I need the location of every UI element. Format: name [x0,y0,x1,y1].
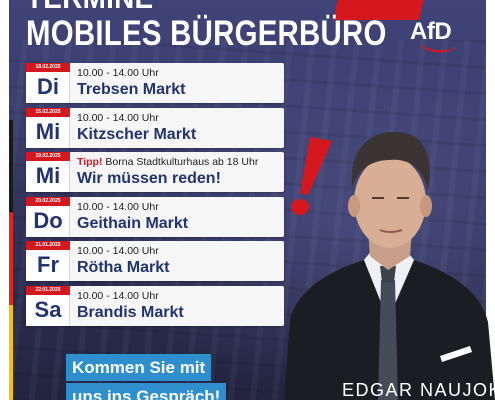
event-place: Geithain Markt [77,214,189,232]
event-place: Trebsen Markt [77,81,186,98]
day-box: 18.02.2025 Di [26,63,70,103]
event-time: 10.00 - 14.00 Uhr [77,245,159,257]
event-date: 19.02.2025 [26,152,70,161]
event-item: 21.01.2025 Fr 10.00 - 14.00 Uhr Rötha Ma… [26,241,284,281]
german-flag-strip [9,120,13,400]
red-swoosh-icon [418,40,466,53]
event-item: 20.02.2025 Do 10.00 - 14.00 Uhr Geithain… [26,196,284,237]
candidate-name: EDGAR NAUJOK [342,380,495,400]
event-place: Rötha Markt [77,259,170,276]
event-tip-line: Tipp! Borna Stadtkulturhaus ab 18 Uhr [77,156,258,168]
title-line-2: MOBILES BÜRGERBÜRO [26,14,387,53]
candidate-portrait [284,131,495,400]
event-item: 18.02.2025 Di 10.00 - 14.00 Uhr Trebsen … [26,63,284,103]
event-date: 18.02.2025 [26,63,70,72]
afd-logo: AfD [410,18,472,58]
cta-line-2: uns ins Gespräch! [66,383,227,400]
event-day: Di [37,74,59,99]
event-time: 10.00 - 14.00 Uhr [77,67,159,79]
event-time: 10.00 - 14.00 Uhr [77,289,159,302]
event-item: 22.01.2025 Sa 10.00 - 14.00 Uhr Brandis … [26,285,284,326]
cta-line-1: Kommen Sie mit [66,354,212,381]
day-box: 20.02.2025 Do [26,196,70,237]
logo-text: AfD [410,18,452,45]
day-box: 19.02.2025 Mi [26,152,70,192]
event-time: Borna Stadtkulturhaus ab 18 Uhr [105,156,259,168]
left-white-border [0,0,9,400]
event-day: Fr [37,252,59,277]
event-day: Sa [34,296,62,322]
day-box: 15.02.2025 Mi [26,107,70,148]
event-day: Mi [35,118,61,144]
title-line-1: TERMINE [26,0,153,16]
event-day: Do [33,207,63,233]
event-place: Kitzscher Markt [77,125,197,143]
event-place: Brandis Markt [77,303,184,321]
event-date: 21.01.2025 [26,241,70,250]
event-item: 15.02.2025 Mi 10.00 - 14.00 Uhr Kitzsche… [26,107,284,148]
event-day: Mi [35,163,61,188]
red-exclamation-icon [291,137,332,215]
event-date: 22.01.2025 [26,285,70,295]
event-place: Wir müssen reden! [77,170,221,187]
event-date: 15.02.2025 [26,107,70,117]
event-list: 18.02.2025 Di 10.00 - 14.00 Uhr Trebsen … [26,63,284,330]
event-time: 10.00 - 14.00 Uhr [77,200,159,213]
day-box: 22.01.2025 Sa [26,285,70,326]
right-white-border [486,0,495,400]
day-box: 21.01.2025 Fr [26,241,70,281]
tip-label: Tipp! [77,156,103,168]
event-time: 10.00 - 14.00 Uhr [77,111,159,124]
event-item-tip: 19.02.2025 Mi Tipp! Borna Stadtkulturhau… [26,152,284,192]
event-date: 20.02.2025 [26,196,70,206]
